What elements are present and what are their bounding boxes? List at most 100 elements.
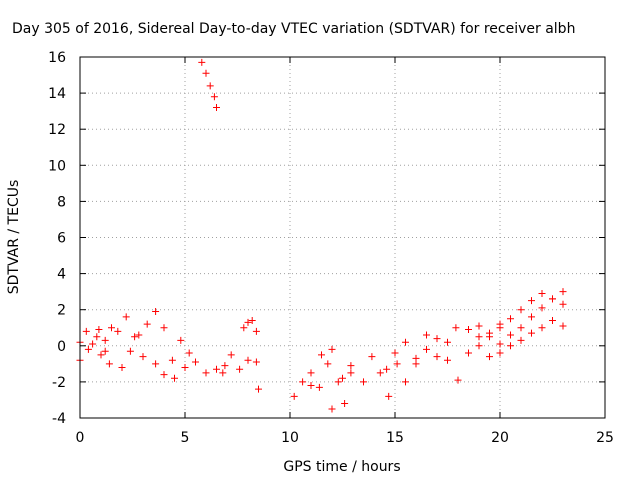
series-arc-5 [152,336,193,379]
data-point [559,322,567,330]
data-point [339,374,346,382]
y-axis-label: SDTVAR / TECUs [6,180,22,295]
data-point [433,353,441,361]
x-tick-label: 0 [76,430,85,446]
data-point [171,374,178,382]
data-point [126,347,134,355]
data-point [84,345,92,353]
data-point [465,326,472,334]
data-point [423,345,430,353]
data-point [465,349,472,357]
series-arc-6 [171,358,229,382]
x-tick-label: 15 [386,430,404,446]
data-point [383,365,391,373]
x-axis-label: GPS time / hours [283,459,400,475]
data-point [299,378,307,386]
y-tick-label: 6 [57,231,66,247]
data-point [376,369,384,377]
data-point [402,338,409,346]
data-point [454,376,462,384]
data-point [82,327,90,335]
data-point [559,288,567,296]
series-arc-15 [402,324,460,386]
data-point [227,351,235,359]
data-point [475,342,483,350]
series-arc-4 [118,308,168,371]
data-point [507,315,514,323]
series-arc-18 [475,289,567,350]
data-point [517,324,525,332]
data-point [496,349,504,357]
data-point [177,336,185,344]
y-tick-label: 8 [57,194,66,210]
data-point [135,331,143,339]
data-point [517,306,525,314]
data-point [347,362,355,370]
grid-lines [80,57,605,418]
series-arc-17 [465,320,504,337]
data-point [334,378,342,386]
data-point [168,356,176,364]
data-point [341,400,349,408]
data-point [528,329,535,337]
series-arc-9 [240,317,262,393]
series-arc-12 [328,369,355,413]
data-point [496,324,504,332]
data-point [160,371,168,379]
x-tick-label: 25 [596,430,614,446]
series-arc-20 [496,317,567,357]
data-point [252,327,260,335]
y-tick-label: 10 [48,158,66,174]
data-point [315,383,323,391]
data-point [496,340,504,348]
data-point [131,333,139,341]
data-point [328,405,336,413]
data-point [507,331,514,339]
data-point [368,353,376,361]
data-point [444,338,451,346]
data-point [139,353,147,361]
y-tick-label: 4 [57,267,66,283]
series-arc-16 [444,333,483,384]
data-point [444,356,451,364]
data-point [202,69,210,77]
y-tick-label: 0 [57,339,66,355]
data-point [393,360,401,368]
data-point [517,336,525,344]
series-arc-7 [198,58,220,112]
data-point [452,324,460,332]
data-point [347,369,355,377]
data-point [152,308,160,316]
data-point [244,356,252,364]
y-tick-label: 2 [57,303,66,319]
data-point [101,336,109,344]
data-point [475,333,483,341]
data-point [433,335,441,343]
data-point [252,358,260,366]
data-point [412,360,420,368]
chart-title: Day 305 of 2016, Sidereal Day-to-day VTE… [12,21,575,37]
data-point [95,326,103,334]
series-arc-11 [307,345,355,390]
series-arc-3 [97,313,147,368]
data-point [328,345,336,353]
axis-ticks: 0 5 10 15 20 25 -4 -2 0 2 4 6 8 10 12 14 16 [48,50,614,446]
data-point [114,327,122,335]
data-point [475,322,483,330]
data-point [202,369,210,377]
y-tick-label: -2 [52,375,66,391]
data-point [307,369,315,377]
data-point [486,353,493,361]
data-point [507,342,514,350]
data-point [549,317,556,325]
data-point [97,351,105,359]
series-arc-8 [219,351,260,377]
x-tick-label: 20 [491,430,509,446]
data-point [236,365,244,373]
data-point [105,360,113,368]
series-arc-13 [360,353,401,400]
data-point [324,360,332,368]
data-point [192,358,199,366]
data-point [213,365,220,373]
y-tick-label: -4 [52,411,66,427]
